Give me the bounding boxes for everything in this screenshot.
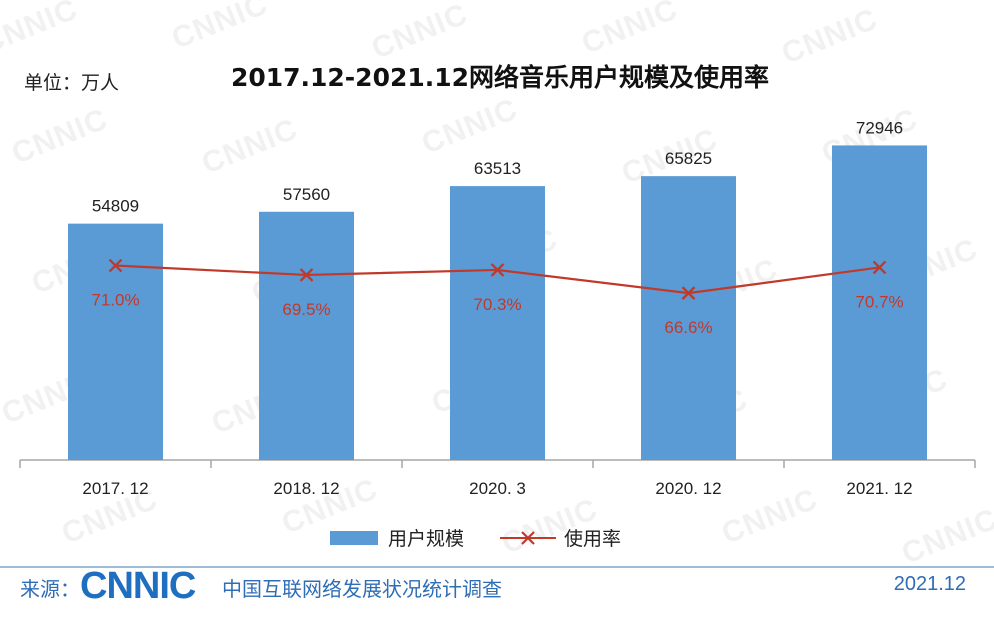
bar-value-label: 57560 [283,185,330,204]
bar-user-scale [641,176,736,460]
legend-line-swatch [500,530,557,545]
rate-marker [490,263,505,277]
x-tick-label: 2020. 12 [655,479,721,498]
legend-bar-label: 用户规模 [388,528,465,550]
footer-divider [0,566,994,568]
unit-label: 单位：万人 [24,72,120,94]
rate-value-label: 71.0% [91,291,139,310]
bar-user-scale [259,211,354,460]
rate-marker [299,268,314,282]
rate-marker [681,286,696,300]
rate-value-label: 70.7% [855,292,903,311]
source-date: 2021.12 [893,573,966,595]
bar-value-label: 72946 [856,118,903,137]
chart-title: 2017.12-2021.12网络音乐用户规模及使用率 [230,63,770,92]
rate-value-label: 70.3% [473,295,521,314]
rate-marker [108,258,123,273]
x-tick-label: 2017. 12 [82,479,148,498]
source-label: 来源： [20,577,80,601]
x-tick-label: 2021. 12 [846,479,912,498]
bar-user-scale [450,186,545,460]
legend-bar-swatch [330,530,378,545]
rate-value-label: 69.5% [282,300,330,319]
bar-value-label: 54809 [92,197,139,216]
legend: 用户规模 使用率 [330,524,621,551]
cnnic-logo: CNNIC [80,565,196,607]
x-tick-label: 2018. 12 [273,479,339,498]
bar-value-label: 65825 [665,149,712,168]
bar-user-scale [68,223,163,460]
x-tick-label: 2020. 3 [469,479,526,498]
legend-line-label: 使用率 [564,528,622,550]
rate-value-label: 66.6% [664,318,712,337]
rate-marker [872,260,887,275]
bar-user-scale [832,145,927,460]
chart-canvas: 54809 2017. 12 57560 2018. 12 63513 2020. 3 65… [19,118,976,498]
bar-value-label: 63513 [474,159,521,178]
source-name: 中国互联网络发展状况统计调查 [222,577,502,601]
